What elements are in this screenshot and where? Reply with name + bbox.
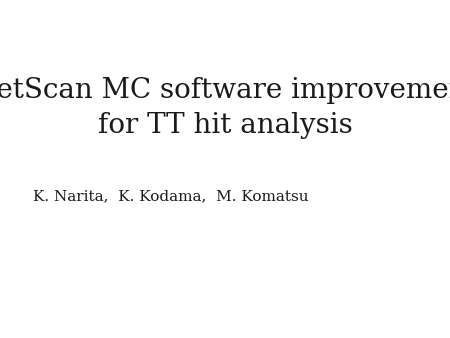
Text: NetScan MC software improvement
for TT hit analysis: NetScan MC software improvement for TT h… <box>0 77 450 139</box>
Text: K. Narita,  K. Kodama,  M. Komatsu: K. Narita, K. Kodama, M. Komatsu <box>33 189 309 203</box>
